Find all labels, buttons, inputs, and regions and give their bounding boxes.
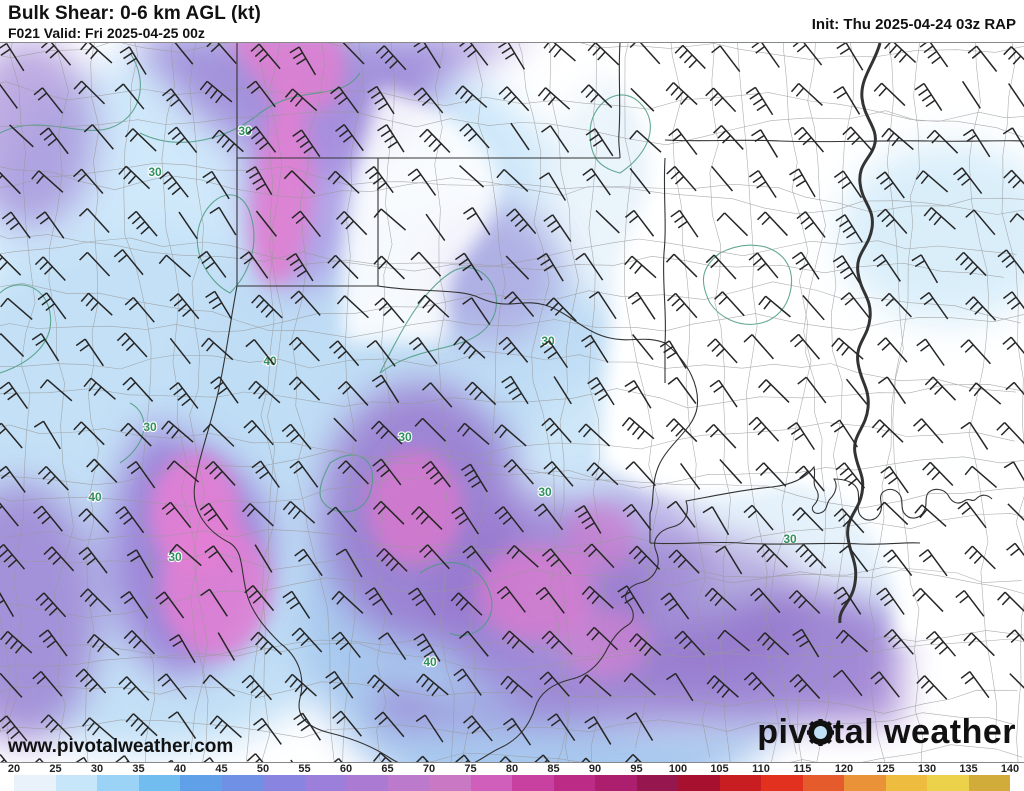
- svg-text:30: 30: [143, 420, 157, 434]
- svg-text:30: 30: [148, 165, 162, 179]
- svg-text:30: 30: [538, 485, 552, 499]
